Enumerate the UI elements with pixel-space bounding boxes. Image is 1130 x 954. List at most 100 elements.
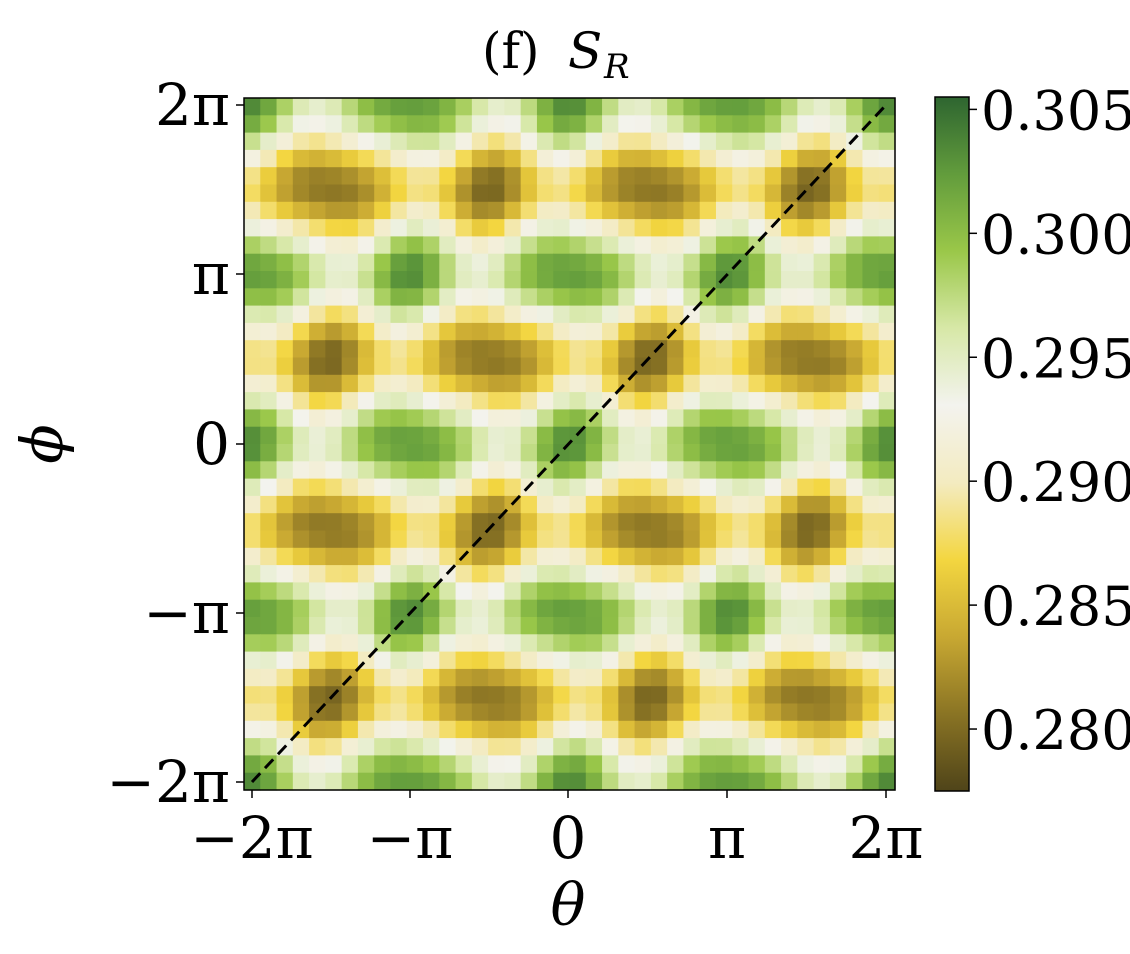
heatmap-cell [357, 98, 375, 116]
heatmap-cell [846, 478, 864, 497]
heatmap-cell [699, 340, 717, 359]
heatmap-cell [585, 582, 603, 601]
heatmap-cell [276, 340, 294, 359]
heatmap-cell [715, 374, 733, 393]
heatmap-cell [618, 167, 636, 186]
heatmap-cell [244, 184, 261, 203]
heatmap-cell [276, 288, 294, 307]
heatmap-cell [634, 565, 652, 583]
heatmap-cell [455, 322, 473, 341]
heatmap-cell [732, 686, 750, 705]
heatmap-cell [439, 288, 457, 307]
heatmap-cell [439, 686, 457, 705]
heatmap-cell [374, 617, 392, 635]
heatmap-cell [488, 426, 506, 445]
colorbar-tick-label: 0.300 [981, 203, 1130, 266]
heatmap-cell [553, 530, 571, 549]
heatmap-cell [781, 668, 798, 687]
heatmap-cell [846, 184, 864, 203]
heatmap-cell [846, 617, 864, 635]
heatmap-cell [748, 668, 766, 687]
heatmap-cell [423, 565, 440, 583]
heatmap-cell [244, 426, 261, 445]
heatmap-cell [764, 461, 782, 480]
heatmap-cell [423, 253, 440, 272]
heatmap-cell [878, 288, 896, 307]
heatmap-cell [715, 409, 733, 428]
heatmap-cell [618, 686, 636, 705]
heatmap-cell [504, 98, 522, 116]
heatmap-cell [520, 565, 538, 583]
heatmap-cell [292, 426, 310, 445]
heatmap-cell [471, 634, 489, 653]
heatmap-cell [781, 184, 798, 203]
heatmap-cell [699, 149, 717, 168]
heatmap-cell [618, 149, 636, 168]
heatmap-cell [357, 392, 375, 410]
heatmap-cell [585, 374, 603, 393]
heatmap-cell [634, 426, 652, 445]
heatmap-cell [276, 755, 294, 774]
heatmap-cell [569, 772, 587, 791]
heatmap-cell [748, 132, 766, 151]
heatmap-cell [829, 582, 847, 601]
heatmap-cell [309, 322, 326, 341]
heatmap-cell [618, 98, 636, 116]
heatmap-cell [813, 305, 831, 324]
heatmap-cell [374, 651, 392, 670]
heatmap-cell [569, 115, 587, 134]
heatmap-cell [309, 271, 326, 289]
heatmap-cell [488, 495, 506, 514]
heatmap-cell [829, 253, 847, 272]
heatmap-cell [569, 322, 587, 341]
heatmap-cell [309, 582, 326, 601]
heatmap-cell [602, 651, 619, 670]
heatmap-cell [406, 219, 424, 237]
heatmap-cell [878, 495, 896, 514]
heatmap-cell [325, 582, 343, 601]
heatmap-cell [699, 547, 717, 566]
heatmap-cell [797, 184, 815, 203]
heatmap-cell [634, 98, 652, 116]
heatmap-cell [406, 201, 424, 220]
heatmap-cell [276, 495, 294, 514]
heatmap-cell [732, 167, 750, 186]
heatmap-cell [504, 461, 522, 480]
heatmap-cell [602, 738, 619, 756]
heatmap-cell [406, 513, 424, 532]
heatmap-cell [439, 167, 457, 186]
heatmap-cell [650, 115, 668, 134]
heatmap-cell [406, 495, 424, 514]
heatmap-cell [471, 219, 489, 237]
heatmap-cell [699, 201, 717, 220]
heatmap-cell [699, 703, 717, 722]
heatmap-cell [585, 115, 603, 134]
heatmap-cell [699, 305, 717, 324]
heatmap-cell [732, 201, 750, 220]
heatmap-cell [390, 547, 408, 566]
heatmap-cell [699, 184, 717, 203]
heatmap-cell [553, 98, 571, 116]
heatmap-cell [276, 547, 294, 566]
heatmap-cell [504, 772, 522, 791]
heatmap-cell [748, 547, 766, 566]
heatmap-cell [309, 392, 326, 410]
heatmap-cell [797, 115, 815, 134]
heatmap-cell [520, 461, 538, 480]
heatmap-cell [309, 738, 326, 756]
heatmap-cell [260, 288, 278, 307]
heatmap-cell [602, 322, 619, 341]
colorbar-tick-label: 0.280 [981, 699, 1130, 762]
heatmap-cell [553, 582, 571, 601]
heatmap-cell [455, 340, 473, 359]
heatmap-cell [715, 392, 733, 410]
heatmap-cell [520, 167, 538, 186]
heatmap-cell [374, 392, 392, 410]
heatmap-cell [764, 565, 782, 583]
heatmap-cell [797, 772, 815, 791]
heatmap-cell [585, 668, 603, 687]
heatmap-cell [618, 565, 636, 583]
heatmap-cell [813, 634, 831, 653]
heatmap-cell [536, 738, 554, 756]
heatmap-cell [862, 132, 880, 151]
